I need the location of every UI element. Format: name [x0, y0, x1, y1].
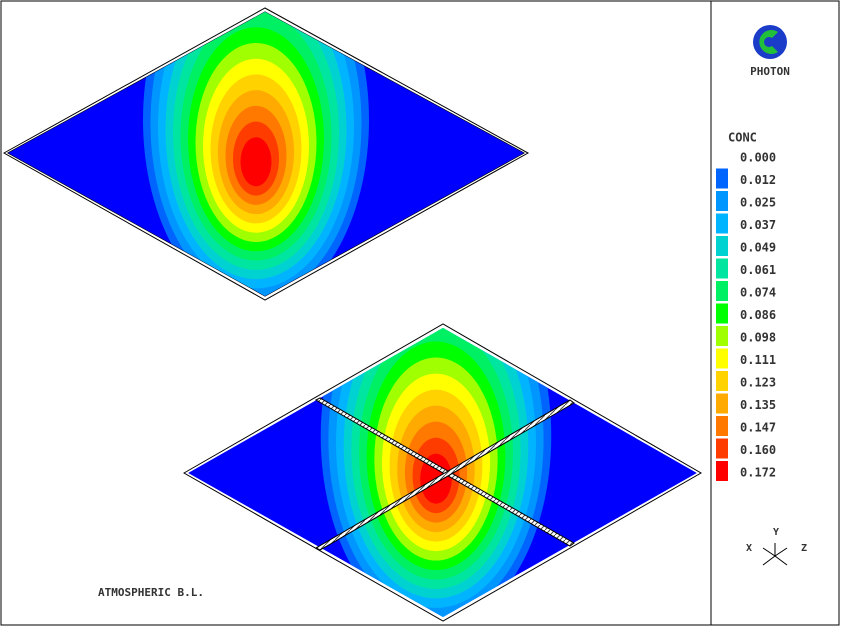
legend-swatch — [716, 191, 728, 211]
legend-label: 0.061 — [740, 263, 776, 277]
legend-label: 0.049 — [740, 241, 776, 255]
legend: 0.000 0.012 0.025 0.037 0.049 0.061 0.074 0.086… — [716, 151, 776, 481]
legend-swatch — [716, 326, 728, 346]
legend-swatch — [716, 371, 728, 391]
axis-z: Z — [801, 543, 807, 554]
legend-label: 0.172 — [740, 466, 776, 480]
legend-swatch — [716, 213, 728, 234]
legend-swatch — [716, 438, 728, 459]
legend-label: 0.160 — [740, 443, 776, 457]
legend-label: 0.135 — [740, 398, 776, 412]
legend-swatch — [716, 258, 728, 279]
logo-text: PHOTON — [750, 65, 790, 78]
axis-x: X — [746, 543, 752, 554]
contour-band — [240, 137, 272, 187]
legend-swatch — [716, 393, 728, 414]
axis-triad — [762, 543, 788, 566]
legend-label: 0.086 — [740, 308, 776, 322]
legend-label: 0.074 — [740, 286, 776, 300]
legend-swatch — [716, 461, 728, 481]
legend-label: 0.123 — [740, 376, 776, 390]
legend-swatch — [716, 281, 728, 301]
legend-title: CONC — [728, 131, 757, 145]
legend-label: 0.012 — [740, 173, 776, 187]
legend-swatch — [716, 303, 728, 324]
legend-swatch — [716, 416, 728, 436]
legend-label: 0.037 — [740, 218, 776, 232]
caption: ATMOSPHERIC B.L. — [98, 586, 204, 599]
legend-swatch — [716, 168, 728, 189]
logo: PHOTON — [750, 25, 790, 78]
legend-label: 0.025 — [740, 196, 776, 210]
axis-y: Y — [773, 527, 779, 538]
legend-swatch — [716, 236, 728, 256]
legend-label: 0.098 — [740, 331, 776, 345]
legend-swatch — [716, 348, 728, 369]
legend-label: 0.147 — [740, 421, 776, 435]
legend-label: 0.111 — [740, 353, 776, 367]
legend-label: 0.000 — [740, 151, 776, 165]
